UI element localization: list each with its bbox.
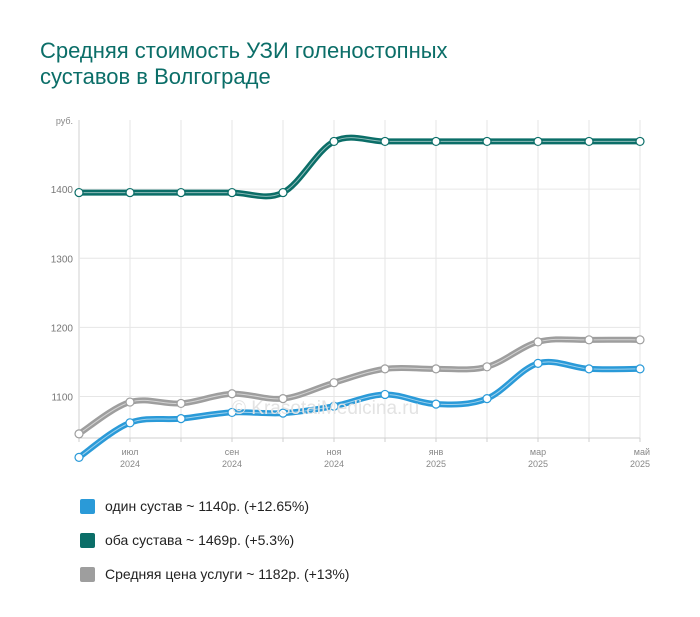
x-tick-label-month: май: [634, 447, 650, 457]
x-tick-label-year: 2024: [324, 459, 344, 469]
x-tick-label-month: ноя: [327, 447, 342, 457]
data-point-both-joints: [278, 187, 288, 198]
chart-title: Средняя стоимость УЗИ голеностопных суст…: [40, 38, 560, 90]
data-point-average-price: [533, 337, 543, 347]
data-point-one-joint: [482, 393, 492, 404]
data-point-average-price: [74, 429, 84, 439]
data-point-one-joint: [635, 364, 645, 374]
data-point-one-joint: [125, 418, 135, 428]
data-point-both-joints: [584, 136, 594, 147]
chart-title-line-1: Средняя стоимость УЗИ голеностопных: [40, 38, 448, 63]
y-axis-label: руб.: [56, 116, 73, 126]
chart-title-line-2: суставов в Волгограде: [40, 64, 271, 89]
data-point-average-price: [329, 378, 339, 388]
data-point-one-joint: [329, 401, 339, 411]
x-tick-label-month: сен: [225, 447, 240, 457]
data-point-average-price: [584, 335, 594, 345]
data-point-average-price: [227, 389, 237, 399]
y-tick-label: 1400: [51, 185, 74, 196]
data-point-one-joint: [176, 414, 186, 424]
data-point-average-price: [278, 393, 288, 404]
legend: один сустав ~ 1140р. (+12.65%) оба суста…: [80, 489, 349, 591]
x-tick-label-month: июл: [122, 447, 139, 457]
data-point-both-joints: [125, 187, 135, 198]
x-tick-label-month: мар: [530, 447, 546, 457]
data-point-one-joint: [380, 389, 390, 400]
data-point-both-joints: [533, 136, 543, 147]
x-tick-label-year: 2025: [630, 459, 650, 469]
legend-item-both-joints[interactable]: оба сустава ~ 1469р. (+5.3%): [80, 523, 349, 557]
data-point-one-joint: [533, 358, 543, 368]
legend-swatch-both-joints: [80, 532, 95, 548]
legend-item-average-price[interactable]: Средняя цена услуги ~ 1182р. (+13%): [80, 557, 349, 591]
legend-swatch-average-price: [80, 566, 95, 582]
y-tick-label: 1200: [51, 323, 74, 334]
legend-item-one-joint[interactable]: один сустав ~ 1140р. (+12.65%): [80, 489, 349, 523]
y-tick-label: 1300: [51, 254, 74, 265]
series-line-both-joints: [76, 134, 643, 200]
legend-label-average-price: Средняя цена услуги ~ 1182р. (+13%): [105, 566, 350, 582]
data-point-both-joints: [380, 136, 390, 147]
data-point-one-joint: [227, 407, 237, 418]
x-tick-label-year: 2025: [528, 459, 548, 469]
data-point-one-joint: [584, 364, 594, 374]
line-chart: 1100 1200 1300 1400 руб. июл 2024 сен 2024 ноя 202…: [51, 116, 650, 469]
data-point-one-joint: [278, 408, 288, 418]
legend-label-both-joints: оба сустава ~ 1469р. (+5.3%): [105, 532, 295, 548]
data-point-one-joint: [74, 452, 84, 462]
data-point-average-price: [482, 362, 492, 372]
series-line-highlight-both-joints: [79, 137, 640, 197]
x-tick-label-year: 2024: [222, 459, 242, 469]
x-tick-label-year: 2025: [426, 459, 446, 469]
data-point-average-price: [176, 398, 186, 409]
data-point-average-price: [635, 335, 645, 345]
data-point-both-joints: [431, 136, 441, 147]
watermark: © KrasotaiMedicina.ru: [232, 398, 420, 419]
x-tick-label-month: янв: [429, 447, 444, 457]
data-point-both-joints: [227, 187, 237, 198]
data-point-both-joints: [482, 136, 492, 147]
data-point-both-joints: [329, 136, 339, 147]
data-point-one-joint: [431, 399, 441, 409]
data-point-both-joints: [176, 187, 186, 198]
data-point-average-price: [431, 364, 441, 374]
data-point-average-price: [125, 397, 135, 407]
data-point-both-joints: [635, 136, 645, 147]
x-tick-label-year: 2024: [120, 459, 140, 469]
data-point-both-joints: [74, 187, 84, 198]
data-point-average-price: [380, 364, 390, 374]
y-tick-label: 1100: [51, 393, 73, 404]
legend-swatch-one-joint: [80, 498, 95, 514]
legend-label-one-joint: один сустав ~ 1140р. (+12.65%): [105, 498, 310, 514]
